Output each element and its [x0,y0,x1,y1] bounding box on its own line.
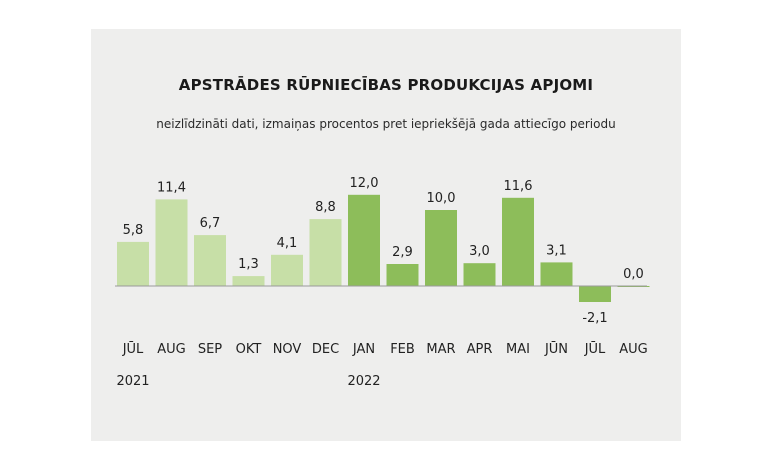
x-tick-label-4: NOV [273,342,302,357]
data-label-11: 3,1 [546,243,567,258]
bar-0 [117,241,149,286]
bar-9 [463,263,496,286]
bar-2 [194,235,226,286]
data-label-10: 11,6 [504,179,533,194]
bar-4 [271,254,303,286]
x-tick-label-0: JŪL [122,342,144,357]
data-label-12: -2,1 [582,311,607,326]
x-tick-label-5: DEC [312,342,339,357]
data-label-0: 5,8 [123,223,144,238]
bar-1 [155,199,188,286]
x-tick-label-9: APR [467,342,493,357]
chart-title: APSTRĀDES RŪPNIECĪBAS PRODUKCIJAS APJOMI [179,74,593,94]
data-label-2: 6,7 [200,216,221,231]
bar-10 [502,197,534,286]
chart-panel: APSTRĀDES RŪPNIECĪBAS PRODUKCIJAS APJOMI… [91,29,681,441]
year-label-6: 2022 [347,374,380,389]
bars-group [117,194,650,302]
year-label-0: 2021 [116,374,149,389]
bar-6 [348,194,380,286]
bar-5 [309,219,342,286]
data-label-7: 2,9 [392,245,413,260]
x-tick-label-2: SEP [198,342,222,357]
x-tick-label-11: JŪN [544,342,568,357]
x-tick-label-12: JŪL [584,342,606,357]
x-tick-label-8: MAR [426,342,455,357]
x-tick-label-3: OKT [236,342,262,357]
data-label-9: 3,0 [469,244,490,259]
labels-group: 5,8 JŪL 2021 11,4 AUG 6,7 SEP 1,3 OKT 4,1 NOV 8,8 DE… [116,176,647,389]
x-tick-label-6: JAN [352,342,375,357]
data-label-1: 11,4 [157,180,186,195]
bar-12 [579,286,611,302]
x-tick-label-13: AUG [619,342,647,357]
x-tick-label-10: MAI [506,342,530,357]
data-label-5: 8,8 [315,200,336,215]
data-label-6: 12,0 [350,176,379,191]
chart-subtitle: neizlīdzināti dati, izmaiņas procentos p… [156,117,615,131]
bar-8 [425,210,457,286]
x-tick-label-1: AUG [157,342,185,357]
bar-7 [386,264,419,286]
data-label-3: 1,3 [238,257,259,272]
data-label-4: 4,1 [277,236,298,251]
data-label-8: 10,0 [427,191,456,206]
x-tick-label-7: FEB [390,342,415,357]
bar-3 [232,276,265,286]
data-label-13: 0,0 [623,267,644,282]
chart-svg: APSTRĀDES RŪPNIECĪBAS PRODUKCIJAS APJOMI… [115,74,650,389]
bar-11 [540,262,573,286]
